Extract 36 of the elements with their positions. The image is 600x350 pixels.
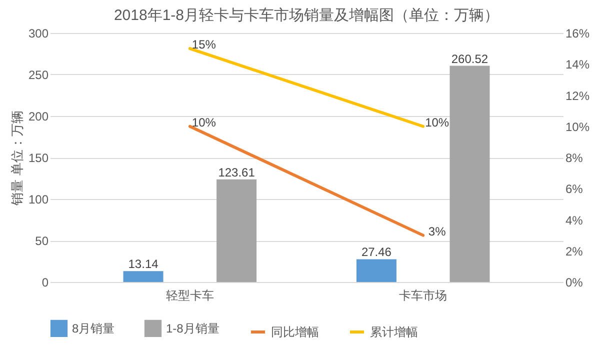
bar (450, 66, 490, 282)
y-tick-label: 50 (35, 234, 49, 248)
x-tick-label: 卡车市场 (399, 288, 448, 302)
y2-tick-label: 14% (566, 58, 590, 72)
data-label: 10% (192, 115, 216, 130)
data-label: 10% (425, 115, 450, 130)
legend-label: 累计增幅 (370, 325, 418, 339)
y2-tick-label: 6% (566, 182, 584, 196)
y2-tick-label: 2% (566, 244, 584, 258)
y2-tick-label: 8% (566, 151, 584, 165)
y2-tick-label: 16% (566, 26, 590, 40)
chart-title: 2018年1-8月轻卡与卡车市场销量及增幅图（单位：万辆） (114, 7, 500, 24)
y-tick-label: 200 (28, 110, 49, 124)
y-tick-label: 150 (28, 151, 49, 165)
y-tick-label: 0 (42, 276, 49, 290)
data-label: 15% (192, 38, 216, 52)
y-tick-label: 250 (28, 68, 49, 82)
data-label: 260.52 (451, 52, 488, 66)
y2-tick-label: 12% (566, 88, 590, 103)
legend-label: 同比增幅 (271, 325, 319, 339)
legend-label: 8月销量 (72, 321, 115, 336)
legend-label: 1-8月销量 (166, 321, 220, 336)
bar (123, 271, 164, 282)
y-axis-title: 销量 单位：万辆 (9, 110, 24, 206)
x-tick-label: 轻型卡车 (166, 288, 214, 302)
data-label: 3% (428, 224, 446, 238)
y-tick-label: 300 (28, 26, 49, 40)
y2-tick-label: 10% (566, 120, 590, 134)
bar (216, 179, 257, 282)
bar (356, 259, 396, 282)
data-label: 27.46 (361, 245, 392, 260)
data-label: 13.14 (128, 257, 159, 272)
y2-tick-label: 0% (566, 276, 584, 290)
y-tick-label: 100 (28, 192, 49, 206)
y2-tick-label: 4% (566, 213, 584, 228)
data-label: 123.61 (218, 165, 256, 180)
